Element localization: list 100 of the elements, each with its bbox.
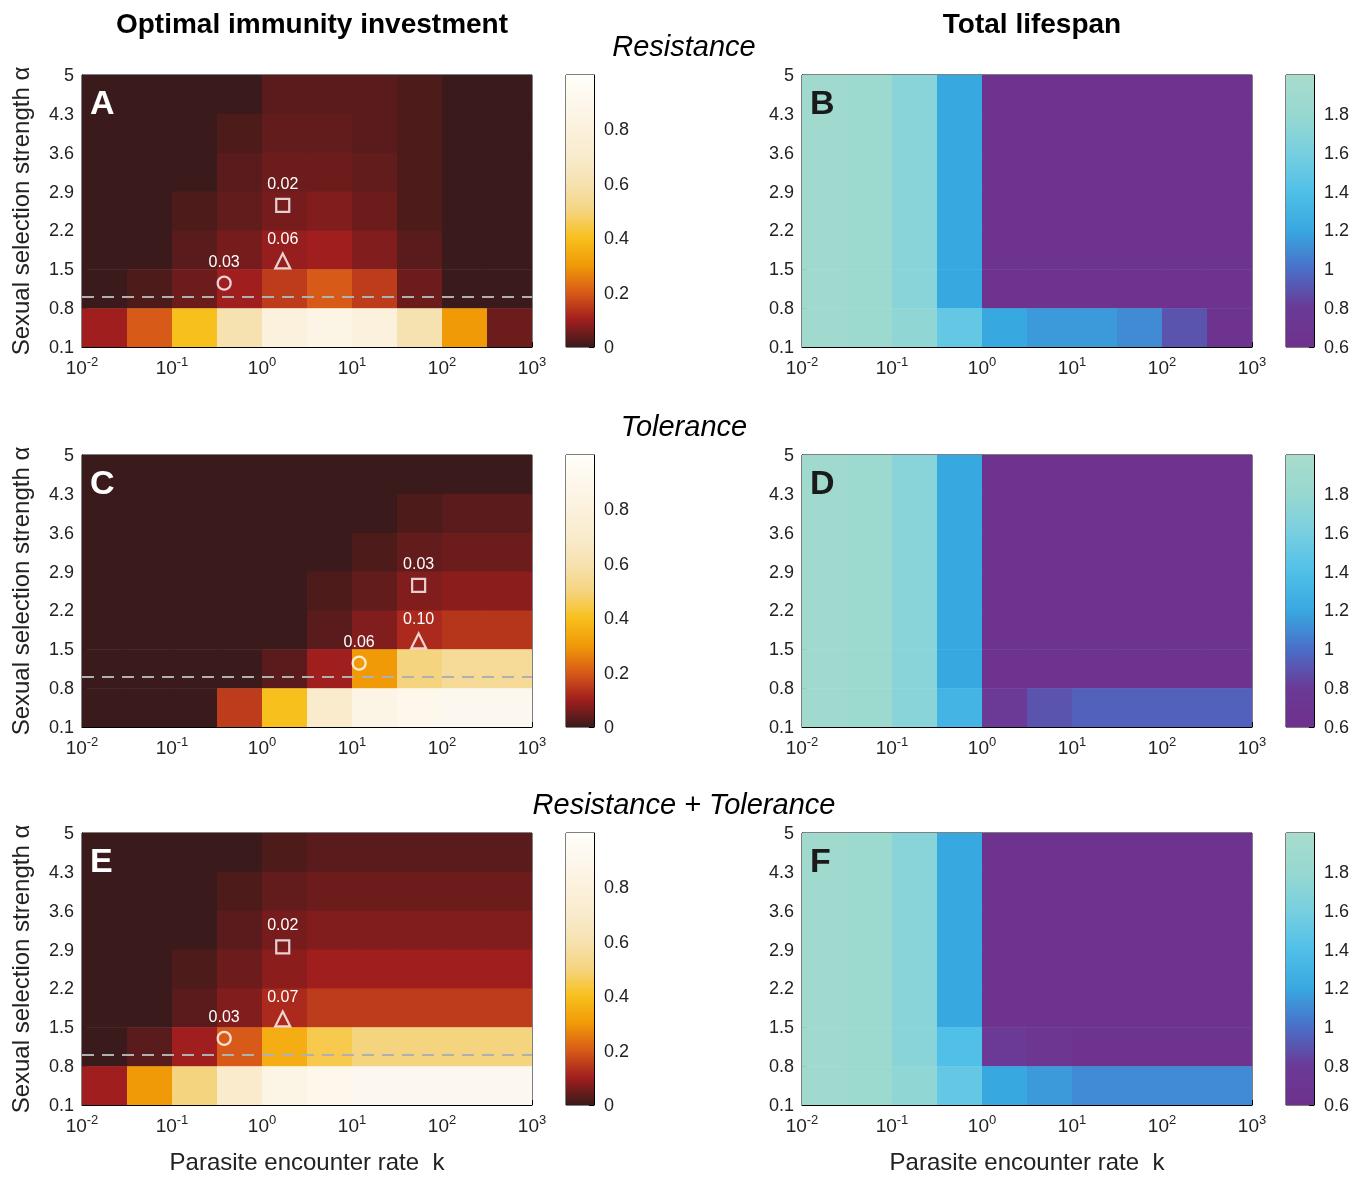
y-tick-label: 2.9 <box>768 939 794 960</box>
y-tick-label: 2.2 <box>48 978 74 999</box>
color-bar-label: 0 <box>604 337 615 357</box>
y-tick-label: 2.2 <box>768 220 794 241</box>
y-tick-label: 1.5 <box>48 639 74 660</box>
color-bar-label: 0.2 <box>604 282 630 303</box>
y-tick-label: 3.6 <box>48 900 74 921</box>
annotation: D <box>810 463 835 501</box>
color-bar-label: 0.6 <box>604 553 630 574</box>
y-tick-label: 0.8 <box>48 678 74 699</box>
y-tick-label: 5 <box>783 823 794 843</box>
y-tick-label: 4.3 <box>48 483 74 504</box>
y-tick-label: 2.9 <box>48 181 74 202</box>
annotation: 0.07 <box>267 988 299 1006</box>
y-tick-label: 1.5 <box>48 1017 74 1038</box>
y-tick-label: 0.1 <box>48 1095 74 1115</box>
annotation: A <box>90 83 115 121</box>
color-bar-label: 0.6 <box>1324 717 1350 737</box>
text: Resistance <box>612 30 756 62</box>
y-tick-label: 2.2 <box>768 978 794 999</box>
color-bar-label: 0.8 <box>604 119 630 140</box>
y-tick-label: 3.6 <box>768 142 794 163</box>
y-tick-label: 2.2 <box>768 600 794 621</box>
annotation: 0.02 <box>267 916 299 934</box>
y-tick-label: 0.1 <box>48 337 74 357</box>
y-tick-label: 2.9 <box>48 939 74 960</box>
color-bar-label: 1 <box>1324 639 1335 660</box>
y-axis-title: Sexual selection strength α <box>6 446 34 736</box>
y-tick-label: 0.8 <box>48 298 74 319</box>
y-tick-label: 3.6 <box>48 522 74 543</box>
y-tick-label: 0.1 <box>48 717 74 737</box>
y-tick-label: 1.5 <box>48 259 74 280</box>
y-tick-label: 3.6 <box>768 522 794 543</box>
y-tick-label: 4.3 <box>768 103 794 124</box>
color-bar-label: 0.6 <box>1324 337 1350 357</box>
chart-title: Total lifespan <box>942 7 1122 39</box>
color-bar-label: 0.4 <box>604 986 630 1007</box>
color-bar-label: 0.2 <box>604 1040 630 1061</box>
y-tick-label: 4.3 <box>768 483 794 504</box>
annotation: F <box>810 841 831 879</box>
y-tick-label: 2.9 <box>768 561 794 582</box>
color-bar-label: 1.6 <box>1324 142 1350 163</box>
text: Tolerance <box>619 409 749 444</box>
color-bar-label: 1 <box>1324 259 1335 280</box>
y-tick-label: 4.3 <box>48 103 74 124</box>
y-tick-label: 5 <box>783 65 794 85</box>
color-bar-label: 0.8 <box>604 499 630 520</box>
color-bar-label: 1.2 <box>1324 600 1350 621</box>
y-tick-label: 5 <box>63 65 74 85</box>
y-tick-label: 1.5 <box>768 259 794 280</box>
annotation: 0.06 <box>267 230 299 248</box>
y-tick-label: 0.8 <box>768 298 794 319</box>
color-bar-label: 0.4 <box>604 608 630 629</box>
color-bar-label: 0.8 <box>604 877 630 898</box>
y-tick-label: 2.9 <box>768 181 794 202</box>
color-bar-label: 1.8 <box>1324 103 1350 124</box>
color-bar-label: 0.2 <box>604 662 630 683</box>
color-bar-label: 0.8 <box>1324 678 1350 699</box>
y-tick-label: 0.8 <box>48 1056 74 1077</box>
color-bar-label: 1 <box>1324 1017 1335 1038</box>
y-tick-label: 0.1 <box>768 717 794 737</box>
annotation: C <box>90 463 115 501</box>
y-axis-title: Sexual selection strength α <box>6 66 34 356</box>
y-tick-label: 2.2 <box>48 600 74 621</box>
color-bar-label: 0.4 <box>604 228 630 249</box>
annotation: 0.03 <box>208 1007 240 1025</box>
y-tick-label: 5 <box>783 445 794 465</box>
annotation: E <box>90 841 113 879</box>
y-tick-label: 1.5 <box>768 1017 794 1038</box>
y-tick-label: 0.1 <box>768 337 794 357</box>
color-bar-label: 1.4 <box>1324 939 1350 960</box>
color-bar-label: 1.4 <box>1324 561 1350 582</box>
color-bar-label: 1.6 <box>1324 522 1350 543</box>
y-tick-label: 5 <box>63 823 74 843</box>
color-bar-label: 0.8 <box>1324 298 1350 319</box>
x-axis-title: Parasite encounter rate k <box>169 1147 446 1175</box>
annotation: 0.06 <box>343 632 375 650</box>
x-axis-title: Parasite encounter rate k <box>889 1147 1166 1175</box>
color-bar-label: 0.6 <box>1324 1095 1350 1115</box>
annotation: 0.03 <box>403 554 435 572</box>
color-bar-label: 0.6 <box>604 931 630 952</box>
y-tick-label: 0.8 <box>768 678 794 699</box>
color-bar-label: 0 <box>604 717 615 737</box>
color-bar-label: 0.6 <box>604 173 630 194</box>
annotation: 0.03 <box>208 252 240 270</box>
y-tick-label: 5 <box>63 445 74 465</box>
y-tick-label: 0.8 <box>768 1056 794 1077</box>
annotation: B <box>810 83 835 121</box>
color-bar-label: 1.2 <box>1324 220 1350 241</box>
y-tick-label: 2.2 <box>48 220 74 241</box>
annotation: 0.10 <box>403 610 435 628</box>
color-bar-label: 1.8 <box>1324 861 1350 882</box>
y-tick-label: 3.6 <box>768 900 794 921</box>
y-axis-title: Sexual selection strength α <box>6 824 34 1114</box>
y-tick-label: 2.9 <box>48 561 74 582</box>
annotation: 0.02 <box>267 174 299 192</box>
y-tick-label: 4.3 <box>48 861 74 882</box>
color-bar-label: 0 <box>604 1095 615 1115</box>
y-tick-label: 3.6 <box>48 142 74 163</box>
color-bar-label: 0.8 <box>1324 1056 1350 1077</box>
